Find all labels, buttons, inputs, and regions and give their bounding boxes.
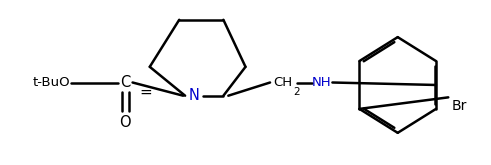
Text: =: = — [139, 85, 152, 100]
Text: Br: Br — [451, 99, 467, 113]
Text: C: C — [120, 75, 130, 90]
Text: CH: CH — [273, 76, 292, 89]
Text: O: O — [119, 115, 131, 130]
Text: N: N — [189, 88, 199, 103]
Text: 2: 2 — [293, 87, 300, 97]
Text: t-BuO: t-BuO — [33, 76, 70, 89]
Text: NH: NH — [312, 76, 331, 89]
